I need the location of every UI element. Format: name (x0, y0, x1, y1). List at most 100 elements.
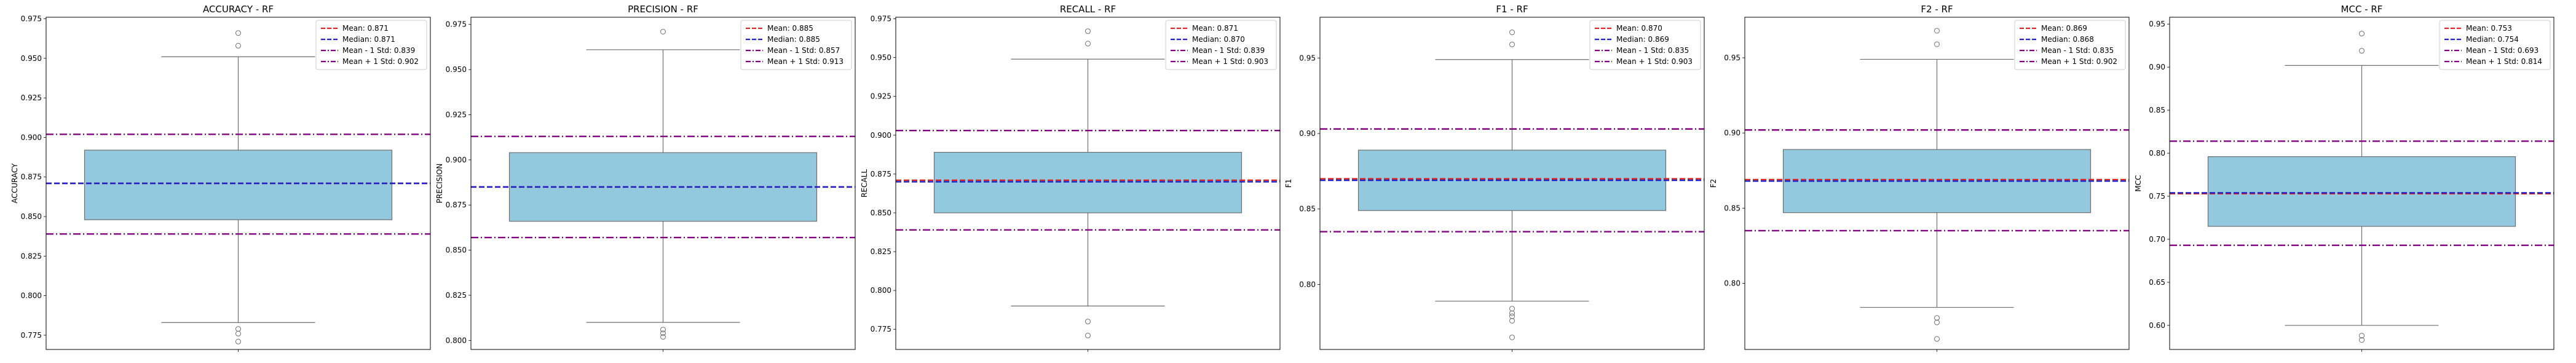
outlier-point (1509, 306, 1515, 312)
legend-frame (2014, 20, 2126, 70)
y-tick-label: 0.900 (446, 156, 467, 164)
y-tick-label: 0.975 (21, 15, 42, 23)
y-tick-label: 0.850 (871, 209, 891, 217)
outlier-point (2359, 337, 2365, 343)
legend-entry: Median: 0.871 (342, 35, 395, 44)
outlier-point (660, 28, 666, 34)
chart-title: PRECISION - RF (628, 4, 698, 15)
chart-panel-3: RECALL - RF RECALL 0.775 0.800 0.825 0.850 0.8… (860, 4, 1281, 352)
legend-entry: Mean - 1 Std: 0.835 (2041, 46, 2114, 55)
chart-panel-2: PRECISION - RF PRECISION 0.800 0.825 0.850 0.… (435, 4, 856, 352)
y-tick-label: 0.975 (446, 20, 467, 29)
y-tick-label: 0.85 (2149, 106, 2165, 114)
legend-entry: Median: 0.868 (2041, 35, 2094, 44)
legend-frame (2439, 20, 2551, 70)
outlier-point (1085, 319, 1091, 325)
y-tick-label: 0.80 (1299, 280, 1316, 289)
axes-frame (2169, 17, 2554, 350)
y-tick-label: 0.925 (21, 94, 42, 102)
chart-title: F2 - RF (1921, 4, 1953, 15)
y-tick-label: 0.80 (1724, 279, 1740, 287)
chart-title: ACCURACY - RF (203, 4, 274, 15)
outlier-point (1085, 41, 1091, 47)
y-tick-label: 0.60 (2149, 321, 2165, 330)
outlier-point (1934, 336, 1940, 342)
y-tick-label: 0.95 (1299, 54, 1316, 62)
chart-panel-6: MCC - RF MCC 0.60 0.65 0.70 0.75 0.80 0.85 0.90 0… (2134, 4, 2554, 352)
y-tick-label: 0.775 (871, 325, 891, 333)
y-tick-label: 0.90 (1299, 129, 1316, 138)
legend-frame (1589, 20, 1701, 70)
axes-frame (470, 17, 856, 350)
iqr-box (2207, 156, 2516, 227)
legend-entry: Mean: 0.871 (1192, 24, 1238, 33)
y-tick-label: 0.85 (1724, 204, 1740, 212)
y-tick-label: 0.65 (2149, 278, 2165, 287)
y-axis-label: F2 (1709, 179, 1718, 188)
outlier-point (235, 30, 241, 36)
legend-entry: Mean - 1 Std: 0.839 (1192, 46, 1265, 55)
axes-frame (895, 17, 1281, 350)
legend-entry: Mean + 1 Std: 0.814 (2466, 57, 2542, 66)
y-tick-label: 0.800 (21, 292, 42, 300)
y-tick-label: 0.875 (446, 201, 467, 209)
legend-entry: Median: 0.869 (1616, 35, 1669, 44)
y-tick-label: 0.850 (446, 246, 467, 255)
chart-panel-1: ACCURACY - RF ACCURACY 0.775 0.800 0.825 0.85… (10, 4, 431, 352)
legend: Mean: 0.753 Median: 0.754 Mean - 1 Std: 0.… (2439, 20, 2551, 70)
outlier-point (660, 327, 666, 333)
outlier-point (1085, 332, 1091, 338)
outlier-point (1509, 317, 1515, 324)
legend: Mean: 0.871 Median: 0.871 Mean - 1 Std: 0.… (315, 20, 427, 70)
y-tick-label: 0.70 (2149, 235, 2165, 244)
y-axis-label: RECALL (860, 169, 869, 197)
legend-entry: Median: 0.754 (2466, 35, 2519, 44)
legend: Mean: 0.871 Median: 0.870 Mean - 1 Std: 0.… (1165, 20, 1277, 70)
outlier-point (235, 330, 241, 337)
y-tick-label: 0.90 (2149, 63, 2165, 71)
legend-entry: Mean + 1 Std: 0.902 (2041, 57, 2117, 66)
legend-entry: Mean: 0.870 (1616, 24, 1662, 33)
y-tick-label: 0.825 (871, 247, 891, 256)
y-tick-label: 0.90 (1724, 129, 1740, 137)
outlier-point (2359, 31, 2365, 37)
y-tick-label: 0.900 (21, 133, 42, 142)
y-tick-label: 0.800 (446, 336, 467, 345)
legend-entry: Mean: 0.885 (767, 24, 813, 33)
y-tick-label: 0.875 (871, 170, 891, 178)
chart-panel-4: F1 - RF F1 0.80 0.85 0.90 0.95 Mean: 0.870 Medi… (1284, 4, 1705, 352)
y-tick-label: 0.825 (21, 252, 42, 260)
iqr-box (84, 150, 393, 220)
y-tick-label: 0.900 (871, 131, 891, 140)
legend-frame (315, 20, 427, 70)
y-tick-label: 0.875 (21, 173, 42, 182)
y-tick-label: 0.925 (446, 110, 467, 119)
legend-entry: Mean - 1 Std: 0.839 (342, 46, 415, 55)
legend-entry: Mean: 0.869 (2041, 24, 2087, 33)
legend-entry: Mean - 1 Std: 0.693 (2466, 46, 2538, 55)
y-tick-label: 0.80 (2149, 149, 2165, 158)
iqr-box (933, 151, 1243, 213)
legend-entry: Mean + 1 Std: 0.903 (1616, 57, 1693, 66)
legend-entry: Median: 0.885 (767, 35, 820, 44)
legend-entry: Mean + 1 Std: 0.903 (1192, 57, 1268, 66)
y-tick-label: 0.850 (21, 212, 42, 221)
legend-entry: Mean: 0.871 (342, 24, 389, 33)
y-tick-label: 0.925 (871, 92, 891, 101)
y-axis-label: F1 (1284, 179, 1293, 188)
legend-entry: Mean - 1 Std: 0.857 (767, 46, 840, 55)
axes-frame (1319, 17, 1705, 350)
outlier-point (660, 330, 666, 337)
y-tick-label: 0.950 (871, 54, 891, 62)
outlier-point (660, 333, 666, 340)
legend: Mean: 0.885 Median: 0.885 Mean - 1 Std: 0.… (740, 20, 852, 70)
legend-entry: Mean + 1 Std: 0.902 (342, 57, 419, 66)
axes-frame (45, 17, 431, 350)
axes-frame (1744, 17, 2130, 350)
y-tick-label: 0.950 (446, 65, 467, 74)
y-tick-label: 0.95 (1724, 54, 1740, 62)
legend-frame (1165, 20, 1277, 70)
legend: Mean: 0.869 Median: 0.868 Mean - 1 Std: 0.… (2014, 20, 2126, 70)
chart-panel-5: F2 - RF F2 0.80 0.85 0.90 0.95 Mean: 0.869 Medi… (1709, 4, 2130, 352)
